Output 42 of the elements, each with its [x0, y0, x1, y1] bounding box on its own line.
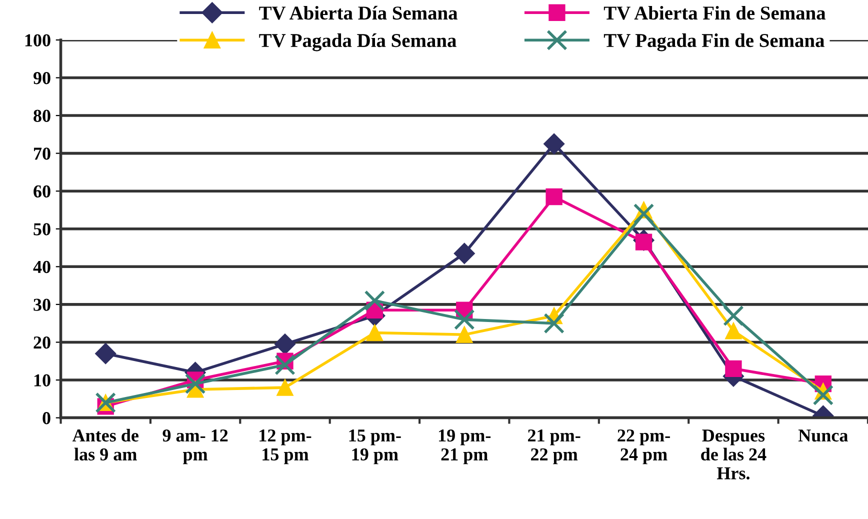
point: [456, 326, 473, 344]
y-tick-label: 80: [34, 110, 50, 122]
x-tick-label: Nunca: [798, 430, 848, 442]
x-tick-label: 19 pm- 21 pm: [438, 429, 491, 464]
y-tick-label: 50: [34, 223, 50, 236]
x-tick-label: 21 pm- 22 pm: [528, 429, 580, 464]
point: [546, 188, 562, 206]
legend-label: TV Pagada Fin de Semana: [604, 33, 824, 52]
point: [274, 334, 296, 355]
x-tick-label: 15 pm- 19 pm: [349, 430, 401, 464]
point: [184, 373, 206, 394]
point: [723, 305, 744, 326]
point: [454, 242, 475, 264]
point: [544, 133, 565, 154]
point: [454, 309, 475, 330]
x-tick-label: 12 pm- 15 pm: [260, 429, 312, 464]
y-tick-label: 60: [34, 185, 50, 198]
point: [276, 379, 294, 396]
x-tick-label: Despues de las 24 Hrs.: [701, 430, 766, 480]
legend-label: TV Abierta Día Semana: [259, 6, 458, 20]
x-tick-label: 22 pm- 24 pm: [618, 429, 670, 464]
legend-label: TV Pagada Día Semana: [259, 33, 456, 52]
x-tick-label: Antes de las 9 am: [72, 428, 138, 460]
point: [95, 343, 116, 364]
y-tick-label: 30: [34, 298, 50, 311]
y-tick-label: 20: [34, 336, 50, 349]
x-tick-label: 9 am- 12 pm: [162, 429, 228, 464]
point: [544, 312, 564, 334]
legend-label: TV Abierta Fin de Semana: [604, 6, 826, 20]
point: [366, 324, 384, 342]
y-tick-label: 0: [42, 412, 50, 424]
point: [812, 384, 834, 406]
y-tick-label: 70: [34, 148, 50, 160]
point: [274, 354, 296, 376]
y-tick-label: 40: [33, 260, 50, 274]
point: [725, 360, 742, 378]
point: [725, 322, 742, 340]
y-tick-label: 10: [34, 374, 50, 386]
point: [633, 203, 654, 224]
y-tick-label: 90: [33, 72, 50, 84]
y-tick-label: 100: [25, 34, 50, 46]
point: [364, 290, 386, 312]
